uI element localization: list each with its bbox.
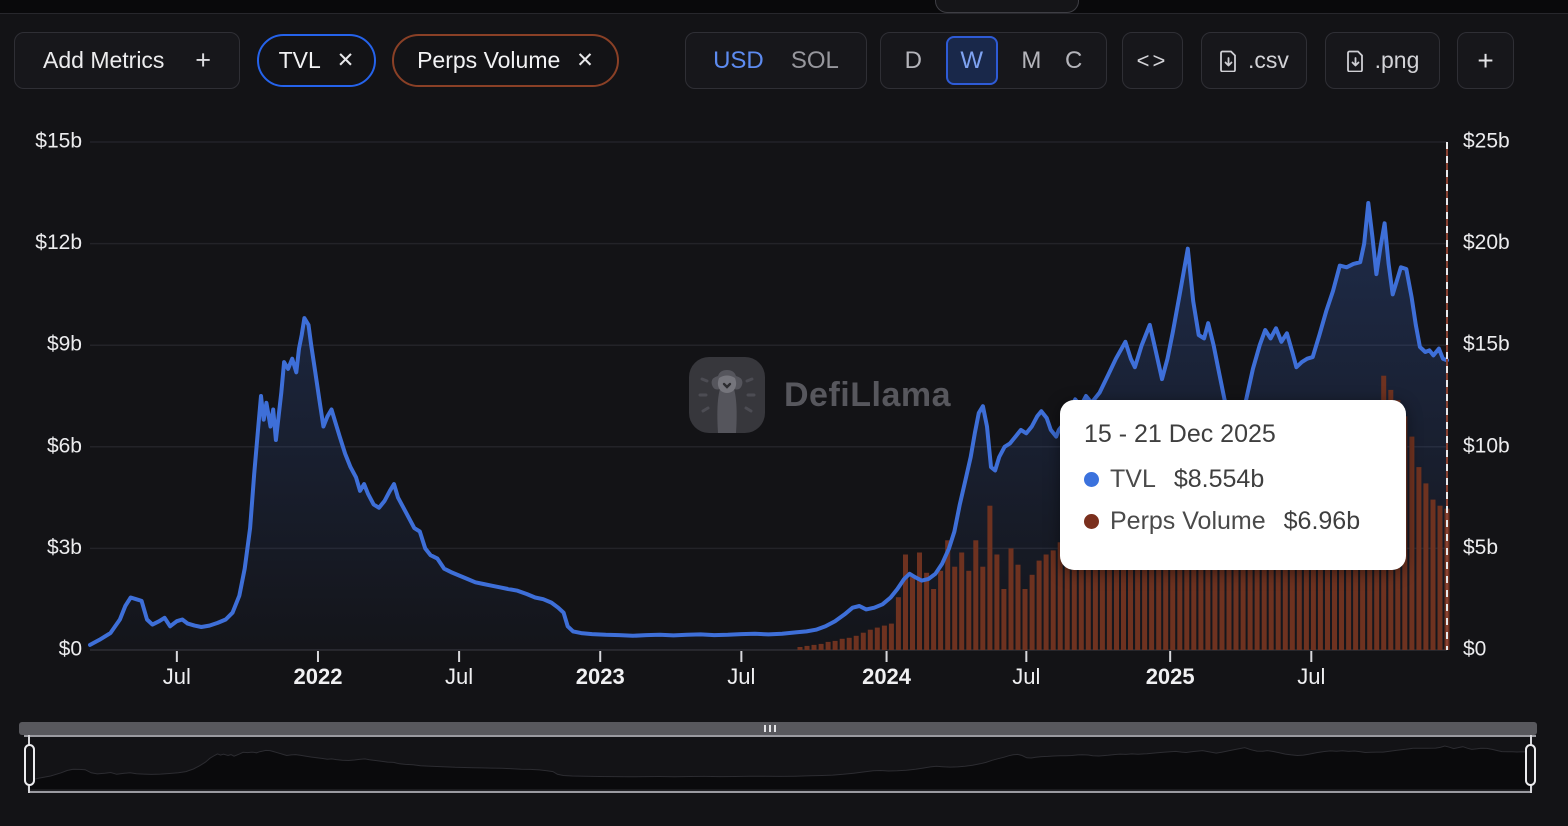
tooltip-row-tvl: TVL $8.554b: [1084, 458, 1382, 500]
tvl-line[interactable]: [88, 201, 1449, 647]
interval-option-c[interactable]: C: [1064, 46, 1083, 74]
tooltip-series-label: Perps Volume: [1110, 506, 1266, 535]
timeline-minimap[interactable]: [0, 710, 1568, 810]
right-axis-tick-label: $20b: [1463, 231, 1510, 254]
x-axis-tick-label: Jul: [727, 664, 755, 689]
tooltip-series-label: TVL: [1110, 464, 1156, 493]
chart-tooltip: 15 - 21 Dec 2025 TVL $8.554b Perps Volum…: [1060, 400, 1406, 570]
plus-icon: +: [195, 45, 211, 75]
x-axis-tick-label: 2022: [293, 664, 342, 689]
metric-chip-label: TVL: [278, 47, 321, 73]
tooltip-row-perps-volume: Perps Volume $6.96b: [1084, 500, 1382, 542]
x-axis-tick-label: Jul: [1297, 664, 1325, 689]
x-axis-tick-label: 2025: [1146, 664, 1195, 689]
currency-option-usd[interactable]: USD: [713, 46, 764, 74]
top-strip: [0, 0, 1568, 14]
brush-frame-bottom: [28, 791, 1532, 793]
download-csv-button[interactable]: .csv: [1201, 32, 1307, 89]
download-png-button[interactable]: .png: [1325, 32, 1440, 89]
download-file-icon: [1220, 50, 1236, 72]
interval-option-m[interactable]: M: [1021, 46, 1042, 74]
x-axis-tick-label: 2024: [862, 664, 912, 689]
left-axis-tick-label: $6b: [47, 434, 82, 457]
pan-bar-grip-icon[interactable]: [764, 725, 776, 732]
perps-series-dot: [1084, 513, 1099, 529]
x-axis-tick-label: Jul: [1012, 664, 1040, 689]
download-file-icon: [1346, 50, 1363, 72]
tooltip-series-value: $6.96b: [1283, 506, 1361, 535]
csv-label: .csv: [1248, 47, 1289, 73]
right-axis-tick-label: $0: [1463, 638, 1486, 661]
left-axis-tick-label: $9b: [47, 333, 82, 356]
partial-popup: [935, 0, 1079, 13]
tooltip-date-range: 15 - 21 Dec 2025: [1084, 420, 1276, 448]
add-metrics-button[interactable]: Add Metrics +: [14, 32, 240, 89]
brush-right-handle[interactable]: [1525, 744, 1536, 786]
brush-left-handle[interactable]: [24, 744, 35, 786]
code-icon: <>: [1136, 47, 1169, 73]
x-axis-tick-label: Jul: [445, 664, 473, 689]
left-axis-tick-label: $12b: [35, 231, 82, 254]
x-axis-tick-label: Jul: [163, 664, 191, 689]
right-axis-tick-label: $25b: [1463, 130, 1510, 153]
minimap-silhouette: [27, 745, 1533, 791]
tooltip-series-value: $8.554b: [1173, 464, 1265, 493]
left-axis-tick-label: $0: [59, 638, 82, 661]
x-axis-tick-label: 2023: [576, 664, 625, 689]
add-chart-button[interactable]: +: [1457, 32, 1514, 89]
embed-code-button[interactable]: <>: [1122, 32, 1183, 89]
add-metrics-label: Add Metrics: [43, 47, 165, 73]
close-icon[interactable]: ✕: [576, 49, 594, 72]
metric-chip-tvl[interactable]: TVL ✕: [257, 34, 376, 87]
tvl-series-dot: [1084, 471, 1099, 487]
close-icon[interactable]: ✕: [336, 49, 355, 72]
right-axis-tick-label: $15b: [1463, 333, 1510, 356]
plus-icon: +: [1477, 44, 1494, 76]
left-axis-tick-label: $3b: [47, 536, 82, 559]
timeline-pan-bar[interactable]: [19, 722, 1537, 735]
interval-option-w-selected[interactable]: W: [945, 36, 998, 85]
brush-frame-top: [24, 735, 1536, 737]
metric-chip-label: Perps Volume: [417, 47, 561, 73]
right-axis-tick-label: $5b: [1463, 536, 1498, 559]
interval-option-d[interactable]: D: [904, 46, 922, 74]
png-label: .png: [1374, 47, 1420, 73]
left-axis-tick-label: $15b: [35, 130, 82, 153]
metric-chip-perps-volume[interactable]: Perps Volume ✕: [392, 34, 619, 87]
currency-toggle: USD SOL: [685, 32, 867, 89]
interval-toggle: D W M C: [880, 32, 1107, 89]
currency-option-sol[interactable]: SOL: [790, 46, 839, 74]
right-axis-tick-label: $10b: [1463, 434, 1510, 457]
